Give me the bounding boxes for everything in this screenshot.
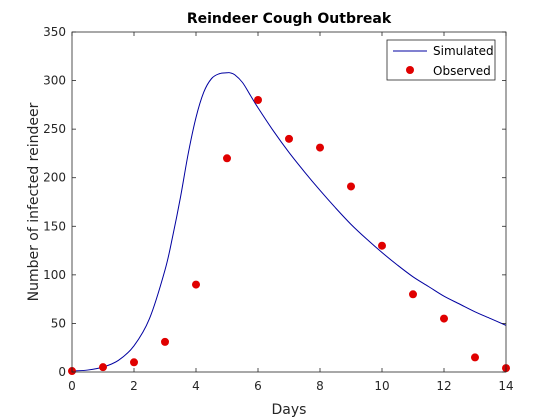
legend-label-simulated: Simulated <box>433 44 494 58</box>
observed-point <box>223 154 231 163</box>
y-tick-label: 350 <box>43 25 66 39</box>
legend-marker-observed <box>406 66 414 74</box>
y-tick-label: 300 <box>43 74 66 88</box>
x-tick-label: 8 <box>316 379 324 393</box>
legend: Simulated Observed <box>386 39 496 81</box>
observed-point <box>378 241 386 250</box>
observed-point <box>409 290 417 299</box>
y-axis: 0 50 100 150 200 250 300 350 <box>43 25 506 379</box>
observed-series <box>68 96 510 376</box>
y-tick-label: 250 <box>43 122 66 136</box>
chart-title: Reindeer Cough Outbreak <box>187 11 392 27</box>
simulated-line <box>71 72 507 372</box>
y-tick-label: 100 <box>43 268 66 282</box>
x-tick-label: 0 <box>68 379 76 393</box>
observed-point <box>440 314 448 323</box>
observed-point <box>192 280 200 289</box>
x-tick-label: 6 <box>254 379 262 393</box>
y-tick-label: 0 <box>58 365 66 379</box>
y-tick-label: 50 <box>51 316 66 330</box>
simulated-series <box>71 72 507 372</box>
observed-point <box>471 353 479 362</box>
x-tick-label: 12 <box>436 379 451 393</box>
legend-box <box>386 39 496 81</box>
x-axis: 0 2 4 6 8 10 12 14 <box>68 32 514 393</box>
axes-box <box>71 31 507 373</box>
y-tick-label: 150 <box>43 219 66 233</box>
x-tick-label: 10 <box>374 379 389 393</box>
legend-label-observed: Observed <box>433 64 491 78</box>
x-axis-label: Days <box>272 402 307 418</box>
x-tick-label: 14 <box>498 379 513 393</box>
y-axis-label: Number of infected reindeer <box>26 102 42 301</box>
observed-point <box>254 96 262 104</box>
observed-point <box>130 358 138 367</box>
y-tick-label: 200 <box>43 171 66 185</box>
observed-point <box>347 182 355 191</box>
plot-area <box>68 31 510 376</box>
observed-point <box>285 134 293 143</box>
x-tick-label: 4 <box>192 379 200 393</box>
observed-point <box>316 143 324 152</box>
x-tick-label: 2 <box>130 379 138 393</box>
observed-point <box>99 363 107 372</box>
observed-point <box>161 337 169 346</box>
plot-background <box>72 32 506 372</box>
